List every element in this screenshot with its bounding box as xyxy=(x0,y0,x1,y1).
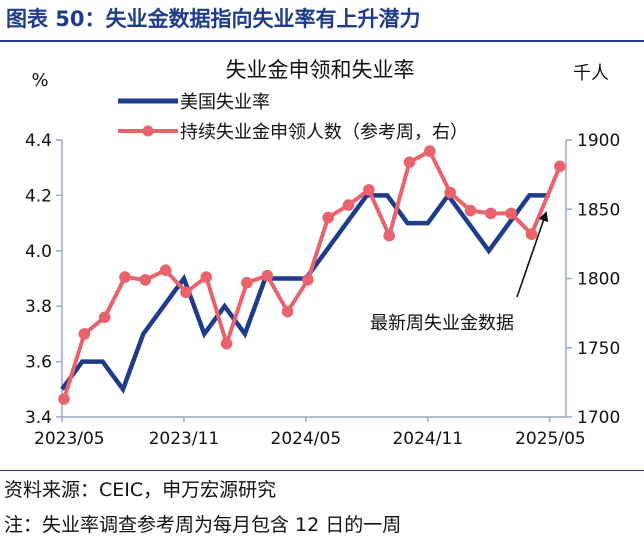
data-point-continuing-claims xyxy=(554,160,566,173)
data-point-continuing-claims xyxy=(444,186,457,199)
x-axis-ticks: 2023/05 2023/11 2024/05 2024/11 2025/05 xyxy=(34,417,586,449)
x-tick-label: 2024/11 xyxy=(392,429,463,449)
legend-label-unemployment-rate: 美国失业率 xyxy=(180,92,270,113)
title-divider xyxy=(0,40,644,42)
series-markers-continuing-claims xyxy=(58,145,566,405)
data-point-continuing-claims xyxy=(403,156,416,168)
data-point-continuing-claims xyxy=(525,228,538,240)
annotation-label: 最新周失业金数据 xyxy=(370,313,514,334)
unemployment-chart: 失业金申领和失业率 % 千人 3.43.63.84.04.24.4 170017… xyxy=(25,58,620,449)
left-tick-label: 3.8 xyxy=(25,297,52,317)
legend: 美国失业率 持续失业金申领人数（参考周，右） xyxy=(118,92,468,143)
data-point-continuing-claims xyxy=(424,145,436,157)
data-point-continuing-claims xyxy=(139,274,152,286)
data-point-continuing-claims xyxy=(78,328,91,340)
data-point-continuing-claims xyxy=(261,269,274,282)
left-tick-label: 4.4 xyxy=(25,131,52,151)
legend-label-continuing-claims: 持续失业金申领人数（参考周，右） xyxy=(180,122,468,143)
data-point-continuing-claims xyxy=(342,199,355,211)
right-tick-label: 1850 xyxy=(577,200,620,220)
data-point-continuing-claims xyxy=(98,311,111,324)
data-point-continuing-claims xyxy=(220,337,233,350)
left-tick-label: 3.6 xyxy=(25,353,52,373)
data-point-continuing-claims xyxy=(241,276,253,289)
left-axis-ticks: 3.4 3.6 3.8 4.0 4.2 4.4 xyxy=(25,131,62,428)
left-tick-label: 3.4 xyxy=(25,408,52,428)
data-point-continuing-claims xyxy=(180,286,192,299)
data-point-continuing-claims xyxy=(281,305,294,318)
x-tick-label: 2023/11 xyxy=(149,429,220,449)
right-tick-label: 1700 xyxy=(577,408,620,428)
right-tick-label: 1800 xyxy=(577,270,620,290)
data-point-continuing-claims xyxy=(485,207,497,220)
data-point-continuing-claims xyxy=(363,184,375,196)
right-axis-ticks: 1700 1750 1800 1850 1900 xyxy=(566,131,620,428)
right-axis-unit: 千人 xyxy=(573,63,609,84)
x-tick-label: 2024/05 xyxy=(271,429,342,449)
data-point-continuing-claims xyxy=(505,207,517,220)
left-axis-unit: % xyxy=(31,70,48,91)
left-tick-label: 4.0 xyxy=(25,242,52,262)
series-line-unemployment-rate xyxy=(60,191,550,395)
x-tick-label: 2025/05 xyxy=(515,429,586,449)
page-title: 图表 50：失业金数据指向失业率有上升潜力 xyxy=(6,7,421,31)
data-point-continuing-claims xyxy=(464,204,477,217)
x-tick-label: 2023/05 xyxy=(34,429,105,449)
data-point-continuing-claims xyxy=(159,264,172,276)
left-tick-label: 4.2 xyxy=(25,186,52,206)
chart-title: 失业金申领和失业率 xyxy=(226,58,415,82)
legend-marker-continuing-claims xyxy=(142,125,154,137)
series-line-continuing-claims xyxy=(62,149,562,400)
right-tick-label: 1900 xyxy=(577,131,620,151)
data-point-continuing-claims xyxy=(119,271,131,283)
data-point-continuing-claims xyxy=(200,271,213,283)
data-point-continuing-claims xyxy=(58,393,70,405)
annotation-arrow xyxy=(516,211,549,298)
footnote: 注：失业率调查参考周为每月包含 12 日的一周 xyxy=(4,514,402,536)
right-tick-label: 1750 xyxy=(577,339,620,359)
source-note: 资料来源：CEIC，申万宏源研究 xyxy=(4,479,277,501)
data-point-continuing-claims xyxy=(322,211,335,224)
footer-divider xyxy=(0,470,644,471)
data-point-continuing-claims xyxy=(383,229,396,242)
data-point-continuing-claims xyxy=(302,274,314,286)
